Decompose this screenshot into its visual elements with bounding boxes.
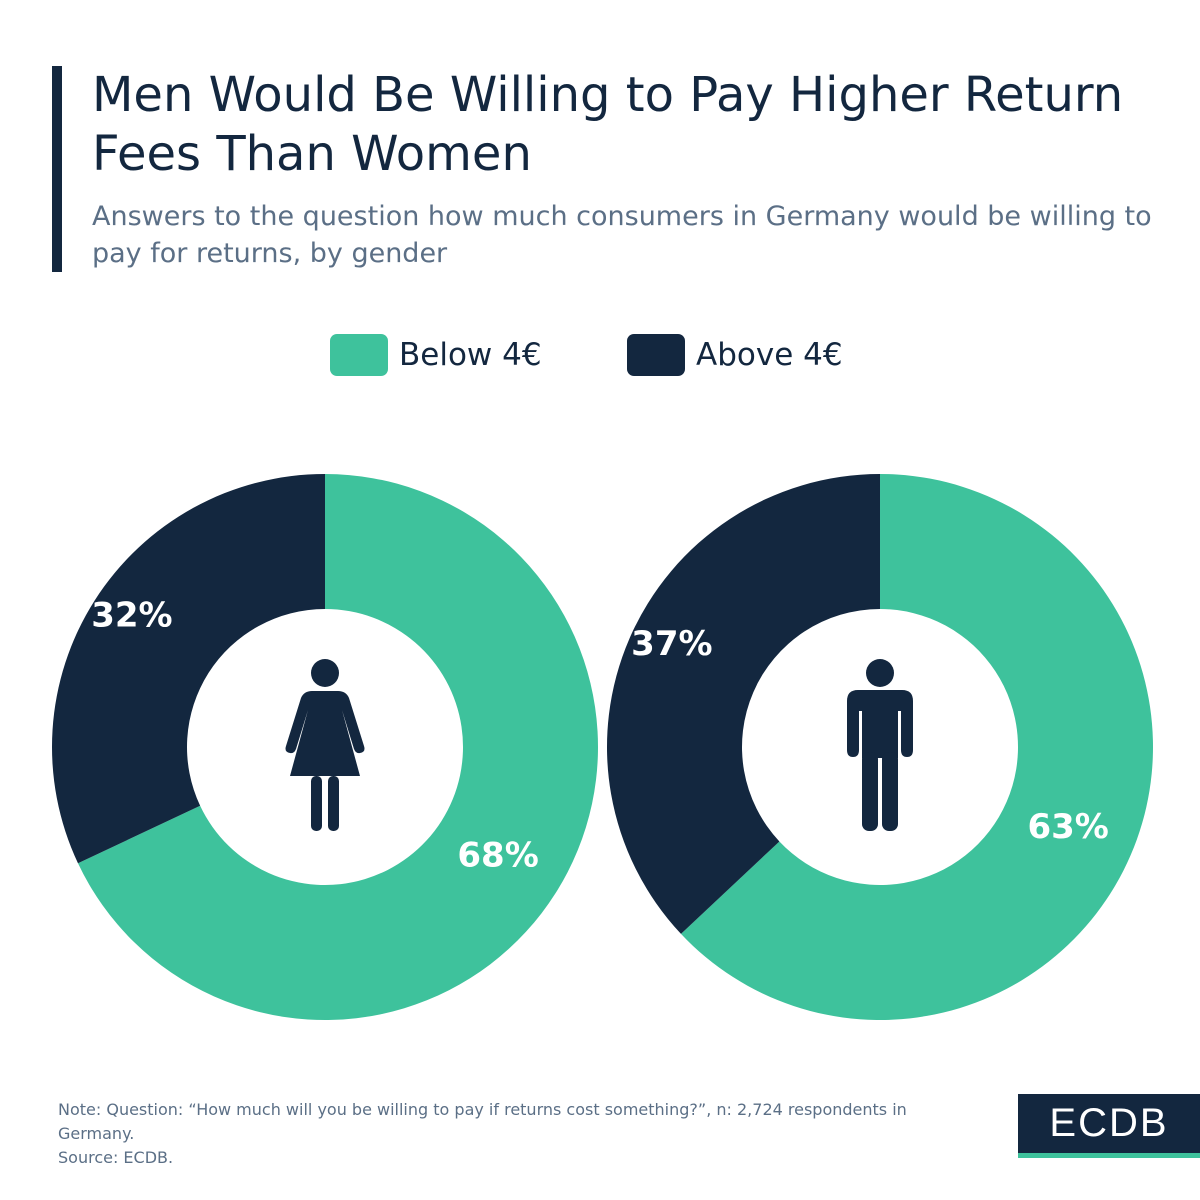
source-text: Source: ECDB. xyxy=(58,1148,174,1167)
legend-swatch-below xyxy=(330,334,388,376)
chart-title: Men Would Be Willing to Pay Higher Retur… xyxy=(92,67,1124,182)
slice-women-above xyxy=(51,474,326,864)
data-label-women-below: 68% xyxy=(457,835,538,875)
accent-bar xyxy=(52,66,62,272)
chart-subtitle: Answers to the question how much consume… xyxy=(92,201,1152,269)
legend: Below 4€ Above 4€ xyxy=(0,334,1200,382)
ecdb-logo: ECDB xyxy=(1018,1094,1200,1158)
legend-item-below: Below 4€ xyxy=(330,334,542,376)
woman-icon xyxy=(285,659,365,831)
legend-label-below: Below 4€ xyxy=(399,337,542,373)
donut-women: 68% 32% xyxy=(51,474,598,1020)
data-label-women-above: 32% xyxy=(91,596,172,636)
slice-women-below xyxy=(77,474,598,1020)
logo-text: ECDB xyxy=(1049,1101,1169,1145)
data-label-men-above: 37% xyxy=(631,624,712,664)
slice-men-above xyxy=(607,474,880,934)
man-icon xyxy=(847,659,913,831)
legend-item-above: Above 4€ xyxy=(627,334,843,376)
data-label-men-below: 63% xyxy=(1027,807,1108,847)
footnote: Note: Question: “How much will you be wi… xyxy=(58,1098,958,1170)
legend-label-above: Above 4€ xyxy=(696,337,843,373)
slice-men-below xyxy=(680,474,1154,1020)
note-text: Note: Question: “How much will you be wi… xyxy=(58,1100,907,1143)
legend-swatch-above xyxy=(627,334,685,376)
donut-men: 63% 37% xyxy=(607,474,1154,1020)
